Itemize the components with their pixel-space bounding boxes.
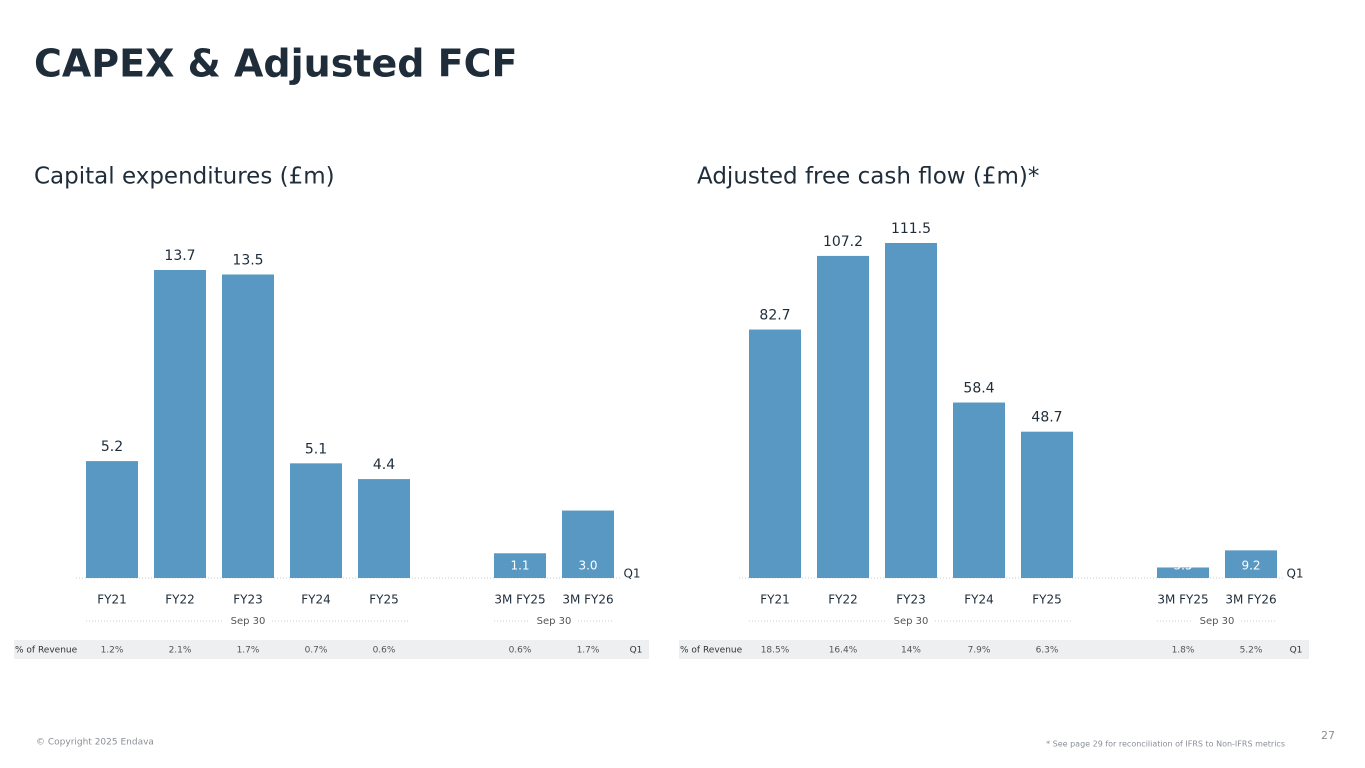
revenue-pct: 1.7% [577,646,600,656]
bar [290,463,342,578]
value-label: 82.7 [759,308,790,324]
revenue-pct: 0.6% [509,646,532,656]
bar [1157,567,1209,578]
value-label: 111.5 [891,221,931,237]
value-label: 58.4 [963,381,994,397]
value-label: 107.2 [823,234,863,250]
bar [817,255,869,578]
revenue-pct: 1.7% [237,646,260,656]
revenue-row-label: % of Revenue [680,646,743,656]
value-label: 3.5 [1173,559,1192,573]
value-label: 9.2 [1241,559,1260,573]
bar [86,461,138,578]
group-label: Sep 30 [894,616,929,627]
revenue-pct: 18.5% [761,646,790,656]
revenue-pct: 1.2% [101,646,124,656]
bar [1021,431,1073,578]
value-label: 13.7 [164,248,195,264]
x-tick-label: 3M FY26 [562,593,613,607]
value-label: 4.4 [373,457,395,473]
value-label: 48.7 [1031,410,1062,426]
x-tick-label: 3M FY25 [494,593,545,607]
x-tick-label: FY25 [369,593,399,607]
group-label: Sep 30 [231,616,266,627]
period-label: Q1 [623,567,640,581]
bar [885,243,937,578]
x-tick-label: FY21 [760,593,790,607]
revenue-pct: 16.4% [829,646,858,656]
x-tick-label: FY21 [97,593,127,607]
bar [953,402,1005,578]
bar [358,479,410,578]
chart-title: Adjusted free cash flow (£m)* [697,164,1039,190]
revenue-pct: 1.8% [1172,646,1195,656]
value-label: 5.1 [305,441,327,457]
x-tick-label: FY23 [896,593,926,607]
bar [1225,550,1277,578]
group-label: Sep 30 [537,616,572,627]
revenue-row-period: Q1 [630,646,643,656]
revenue-pct: 0.7% [305,646,328,656]
copyright: © Copyright 2025 Endava [36,738,154,748]
value-label: 13.5 [232,252,263,268]
page-number: 27 [1321,729,1335,742]
x-tick-label: FY24 [964,593,994,607]
value-label: 5.2 [101,439,123,455]
revenue-pct: 6.3% [1036,646,1059,656]
bar [222,274,274,578]
slide-title: CAPEX & Adjusted FCF [34,42,517,86]
bar [154,270,206,578]
chart-title: Capital expenditures (£m) [34,164,335,190]
revenue-row-label: % of Revenue [15,646,78,656]
value-label: 1.1 [510,559,529,573]
bar [749,329,801,578]
revenue-row-band [14,640,649,659]
revenue-row-period: Q1 [1290,646,1303,656]
bar [494,553,546,578]
value-label: 3.0 [578,559,597,573]
revenue-pct: 0.6% [373,646,396,656]
period-label: Q1 [1286,567,1303,581]
revenue-pct: 14% [901,646,921,656]
x-tick-label: FY22 [165,593,195,607]
x-tick-label: 3M FY26 [1225,593,1276,607]
footnote: * See page 29 for reconciliation of IFRS… [1046,740,1285,749]
revenue-pct: 2.1% [169,646,192,656]
x-tick-label: FY25 [1032,593,1062,607]
group-label: Sep 30 [1200,616,1235,627]
revenue-pct: 7.9% [968,646,991,656]
revenue-row-band [679,640,1309,659]
x-tick-label: FY22 [828,593,858,607]
revenue-pct: 5.2% [1240,646,1263,656]
x-tick-label: FY24 [301,593,331,607]
x-tick-label: 3M FY25 [1157,593,1208,607]
x-tick-label: FY23 [233,593,263,607]
bar [562,510,614,578]
